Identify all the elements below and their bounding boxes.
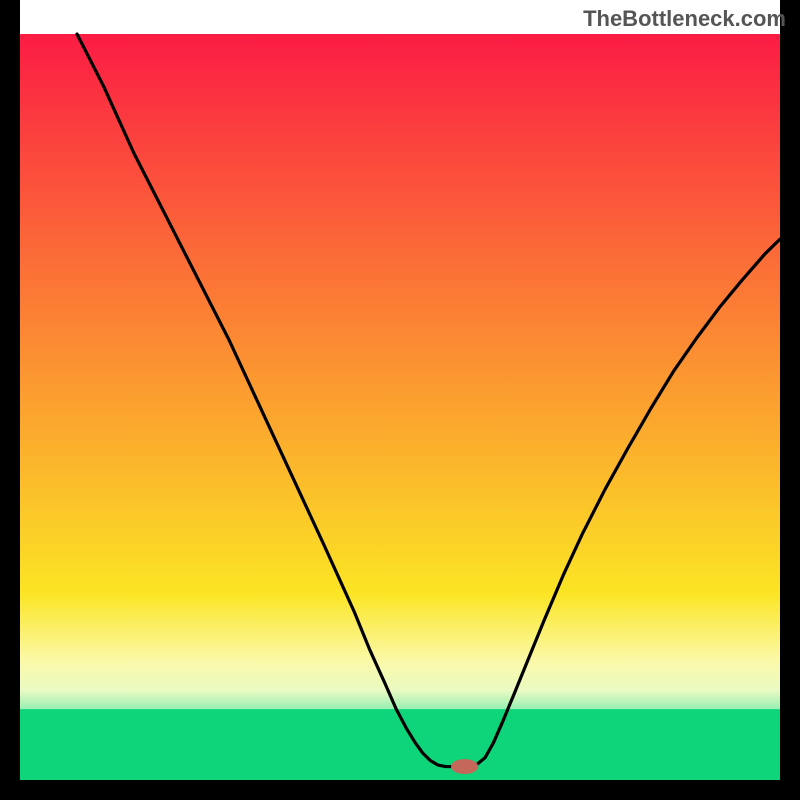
frame-right (780, 0, 800, 800)
gradient-band-4 (20, 709, 780, 780)
frame-left (0, 0, 20, 800)
gradient-band-2 (20, 661, 780, 691)
gradient-band-0 (20, 34, 780, 594)
gradient-band-3 (20, 690, 780, 709)
frame-bottom (0, 780, 800, 800)
optimal-marker (451, 759, 478, 774)
chart-svg (0, 0, 800, 800)
gradient-band-1 (20, 594, 780, 662)
bottleneck-chart: TheBottleneck.com (0, 0, 800, 800)
watermark-text: TheBottleneck.com (583, 6, 786, 32)
